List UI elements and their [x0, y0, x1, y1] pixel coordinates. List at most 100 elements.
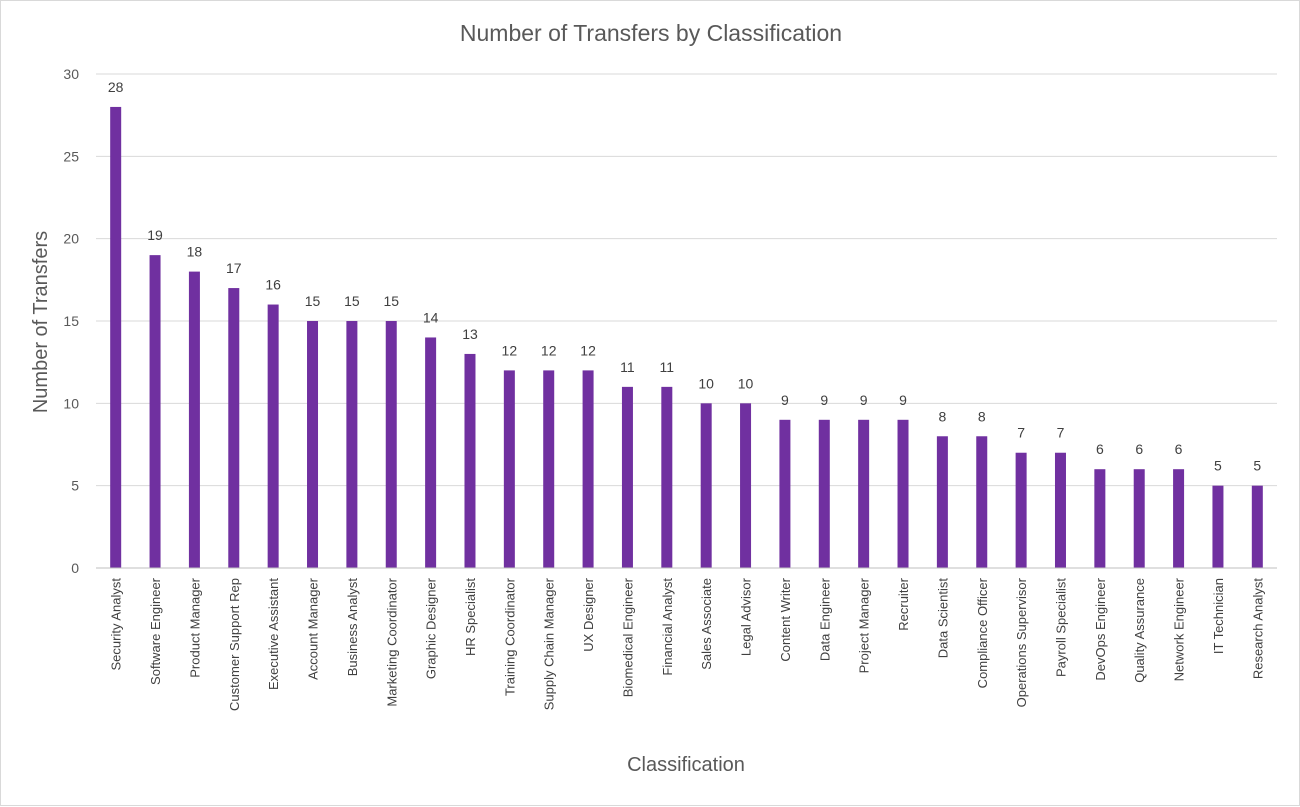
data-label: 19 — [147, 227, 163, 243]
data-label: 8 — [978, 408, 986, 424]
bar — [779, 419, 791, 568]
category-label: Graphic Designer — [424, 577, 439, 679]
chart-title: Number of Transfers by Classification — [460, 20, 842, 46]
y-tick-label: 10 — [63, 395, 79, 411]
category-label: Network Engineer — [1172, 577, 1187, 681]
bar — [228, 288, 240, 568]
data-label: 12 — [502, 342, 518, 358]
bars — [110, 106, 1263, 568]
category-label: Recruiter — [896, 577, 911, 630]
category-label: Business Analyst — [345, 578, 360, 677]
data-label: 7 — [1057, 425, 1065, 441]
data-label: 15 — [305, 293, 321, 309]
category-label: Operations Supervisor — [1014, 577, 1029, 707]
bar — [1133, 469, 1145, 568]
bar — [897, 419, 909, 568]
bar — [1094, 469, 1106, 568]
data-label: 11 — [660, 359, 675, 375]
bar — [267, 304, 279, 568]
category-label: Data Scientist — [935, 578, 950, 659]
bar — [503, 370, 515, 568]
category-label: Compliance Officer — [975, 577, 990, 688]
category-label: Payroll Specialist — [1053, 578, 1068, 677]
category-label: Account Manager — [306, 577, 321, 680]
category-label: Marketing Coordinator — [384, 577, 399, 706]
bar — [464, 353, 476, 568]
bar — [936, 436, 948, 568]
category-label: IT Technician — [1211, 578, 1226, 654]
bar — [385, 321, 397, 568]
category-label: Software Engineer — [148, 577, 163, 685]
data-label: 9 — [820, 392, 828, 408]
category-labels: Security Analyst Software Engineer Product… — [109, 577, 1266, 711]
data-label: 6 — [1096, 441, 1104, 457]
bar — [188, 271, 200, 568]
y-axis-title: Number of Transfers — [30, 231, 52, 413]
data-label: 13 — [462, 326, 478, 342]
y-tick-label: 0 — [71, 560, 79, 576]
bar — [818, 419, 830, 568]
y-tick-label: 20 — [63, 231, 79, 247]
bar — [740, 403, 752, 568]
y-tick-label: 15 — [63, 313, 79, 329]
data-label: 17 — [226, 260, 242, 276]
bar — [346, 321, 358, 568]
gridlines — [96, 73, 1277, 487]
category-label: Financial Analyst — [660, 578, 675, 676]
category-label: Sales Associate — [699, 578, 714, 670]
bar — [1212, 485, 1224, 568]
data-label: 9 — [899, 392, 907, 408]
bar — [700, 403, 712, 568]
data-label: 15 — [383, 293, 399, 309]
bar — [307, 321, 319, 568]
bar — [1173, 469, 1185, 568]
bar — [976, 436, 988, 568]
data-label: 12 — [580, 342, 596, 358]
bar — [110, 106, 122, 568]
bar — [582, 370, 594, 568]
category-label: Research Analyst — [1250, 578, 1265, 680]
bar — [1054, 452, 1066, 568]
bar — [621, 386, 633, 568]
data-label: 10 — [698, 375, 714, 391]
bar — [543, 370, 555, 568]
category-label: Supply Chain Manager — [542, 577, 557, 710]
category-label: Security Analyst — [109, 578, 124, 671]
data-label: 9 — [860, 392, 868, 408]
data-label: 6 — [1135, 441, 1143, 457]
data-label: 5 — [1253, 458, 1261, 474]
category-label: Content Writer — [778, 577, 793, 661]
bar — [661, 386, 673, 568]
data-label: 11 — [620, 359, 635, 375]
y-tick-label: 25 — [63, 148, 79, 164]
category-label: Training Coordinator — [502, 577, 517, 696]
bar — [1251, 485, 1263, 568]
category-label: Product Manager — [187, 577, 202, 677]
data-label: 5 — [1214, 458, 1222, 474]
data-labels: 28 19 18 17 16 15 15 15 14 13 12 12 12 11 11 10 10 9 9 9 9 8 8… — [108, 79, 1262, 474]
data-label: 28 — [108, 79, 124, 95]
bar — [425, 337, 437, 568]
bar — [858, 419, 870, 568]
bar — [1015, 452, 1027, 568]
y-tick-label: 30 — [63, 66, 79, 82]
data-label: 18 — [187, 244, 203, 260]
category-label: Project Manager — [857, 577, 872, 673]
data-label: 12 — [541, 342, 557, 358]
data-label: 6 — [1175, 441, 1183, 457]
y-tick-label: 5 — [71, 478, 79, 494]
category-label: Executive Assistant — [266, 578, 281, 690]
category-label: Biomedical Engineer — [620, 577, 635, 697]
category-label: Legal Advisor — [739, 577, 754, 656]
category-label: Data Engineer — [817, 577, 832, 661]
category-label: DevOps Engineer — [1093, 577, 1108, 680]
data-label: 8 — [938, 408, 946, 424]
y-axis-ticks: 0 5 10 15 20 25 30 — [63, 66, 79, 576]
data-label: 16 — [265, 277, 281, 293]
data-label: 9 — [781, 392, 789, 408]
x-axis-title: Classification — [627, 754, 745, 776]
data-label: 7 — [1017, 425, 1025, 441]
category-label: Customer Support Rep — [227, 578, 242, 711]
